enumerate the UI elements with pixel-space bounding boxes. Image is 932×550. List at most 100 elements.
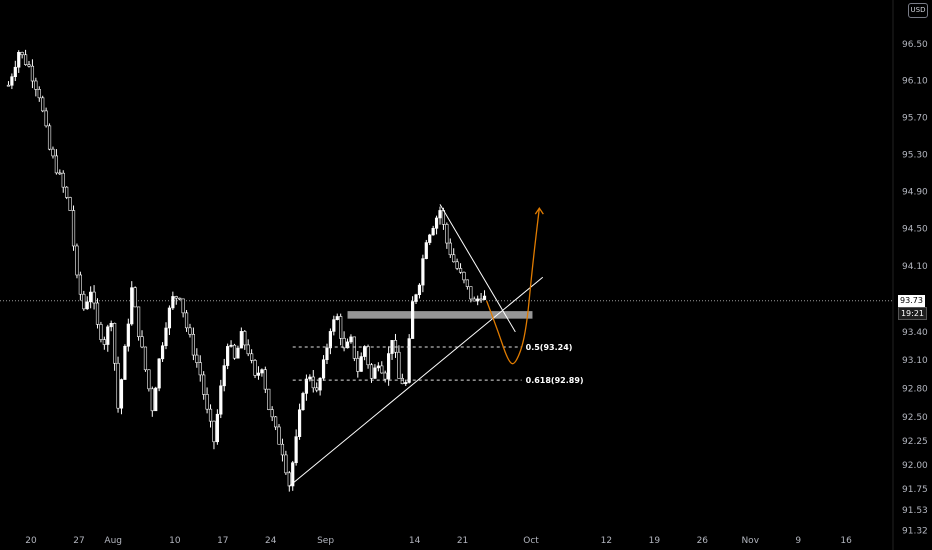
candle-body xyxy=(30,65,35,82)
candle-body xyxy=(82,293,86,310)
candle-layer xyxy=(6,49,487,492)
x-tick-label: 10 xyxy=(169,536,181,546)
candle-body xyxy=(359,356,363,372)
x-tick-label: 16 xyxy=(840,536,852,546)
drawing-layer: 0.5(93.24) 0.618(92.89) xyxy=(288,204,584,487)
candle-body xyxy=(212,420,216,443)
candle-body xyxy=(356,358,360,372)
candle-body xyxy=(147,369,151,390)
y-tick-label: 95.70 xyxy=(902,113,928,123)
candle-body xyxy=(476,298,480,302)
candle-body xyxy=(143,346,148,371)
candle-body xyxy=(20,51,24,56)
x-tick-label: 12 xyxy=(601,536,612,546)
candle-body xyxy=(270,409,274,418)
candle-body xyxy=(256,372,261,376)
candle-body xyxy=(280,443,285,456)
y-tick-label: 92.25 xyxy=(902,437,928,447)
candle-body xyxy=(126,323,130,347)
candle-body xyxy=(383,372,387,380)
y-tick-label: 94.90 xyxy=(902,187,928,197)
y-tick-label: 92.80 xyxy=(902,385,928,395)
y-tick-label: 91.32 xyxy=(902,526,928,536)
x-tick-label: Aug xyxy=(104,536,122,546)
currency-badge[interactable]: USD xyxy=(908,3,928,18)
x-tick-label: 27 xyxy=(73,536,84,546)
candle-body xyxy=(400,378,404,385)
y-tick-label: 96.10 xyxy=(902,77,928,87)
candle-body xyxy=(75,245,79,276)
candle-body xyxy=(328,331,333,349)
candle-body xyxy=(332,319,336,332)
candle-body xyxy=(191,334,196,356)
candle-body xyxy=(150,388,154,412)
candle-body xyxy=(452,254,456,263)
candle-body xyxy=(345,341,350,349)
candle-body xyxy=(431,228,435,236)
candle-body xyxy=(387,353,391,380)
candle-body xyxy=(366,346,370,366)
candle-body xyxy=(335,316,339,320)
candle-body xyxy=(421,258,425,286)
candle-body xyxy=(68,197,72,211)
candle-body xyxy=(404,382,408,385)
x-tick-label: Sep xyxy=(317,536,334,546)
y-axis[interactable]: 96.50 96.10 95.70 95.30 94.90 94.50 94.10 93.40… xyxy=(902,40,928,536)
candle-body xyxy=(65,186,69,198)
candle-body xyxy=(47,125,52,150)
candle-body xyxy=(434,217,439,229)
candle-body xyxy=(397,351,401,379)
candle-body xyxy=(10,76,14,86)
candle-body xyxy=(215,413,219,443)
candle-body xyxy=(263,369,267,390)
candle-body xyxy=(102,339,106,345)
candle-body xyxy=(184,312,189,329)
candle-body xyxy=(140,336,144,348)
candle-body xyxy=(116,362,120,409)
candle-body xyxy=(17,51,21,68)
candle-body xyxy=(253,360,257,376)
x-axis[interactable]: 20 27 Aug 10 17 24 Sep 14 21 Oct 12 19 26 Nov 9 16 xyxy=(25,536,852,546)
candle-body xyxy=(465,279,470,287)
y-tick-label: 93.40 xyxy=(902,328,928,338)
candle-body xyxy=(239,331,243,349)
candle-body xyxy=(414,294,418,302)
candle-body xyxy=(119,379,124,409)
support-trendline xyxy=(288,276,544,487)
candle-body xyxy=(61,172,65,188)
candle-body xyxy=(92,291,96,304)
y-tick-label: 93.10 xyxy=(902,356,928,366)
projection-arrowhead xyxy=(534,206,544,215)
candle-body xyxy=(229,344,233,347)
candle-body xyxy=(373,367,377,379)
candle-body xyxy=(472,298,476,302)
candle-body xyxy=(243,331,247,346)
candle-body xyxy=(273,416,278,428)
candle-body xyxy=(462,271,466,281)
candle-body xyxy=(448,242,452,256)
x-tick-label: 26 xyxy=(697,536,709,546)
candle-body xyxy=(130,287,134,325)
candle-body xyxy=(133,287,137,308)
candle-body xyxy=(318,377,322,391)
candle-body xyxy=(37,89,41,99)
y-tick-label: 94.10 xyxy=(902,262,928,272)
candle-body xyxy=(315,387,319,391)
candle-body xyxy=(167,307,172,329)
candle-body xyxy=(71,210,76,247)
candle-body xyxy=(58,172,62,175)
y-tick-label: 92.50 xyxy=(902,413,928,423)
candle-body xyxy=(222,365,226,387)
x-tick-label: 24 xyxy=(265,536,277,546)
candle-body xyxy=(267,388,271,410)
candle-body xyxy=(95,302,100,325)
candle-body xyxy=(438,210,442,219)
y-tick-label: 95.30 xyxy=(902,150,928,160)
candle-body xyxy=(27,64,31,67)
y-tick-label: 96.50 xyxy=(902,40,928,50)
candle-body xyxy=(297,409,302,437)
candle-body xyxy=(44,110,48,127)
candle-body xyxy=(109,322,113,328)
x-tick-label: 21 xyxy=(457,536,468,546)
